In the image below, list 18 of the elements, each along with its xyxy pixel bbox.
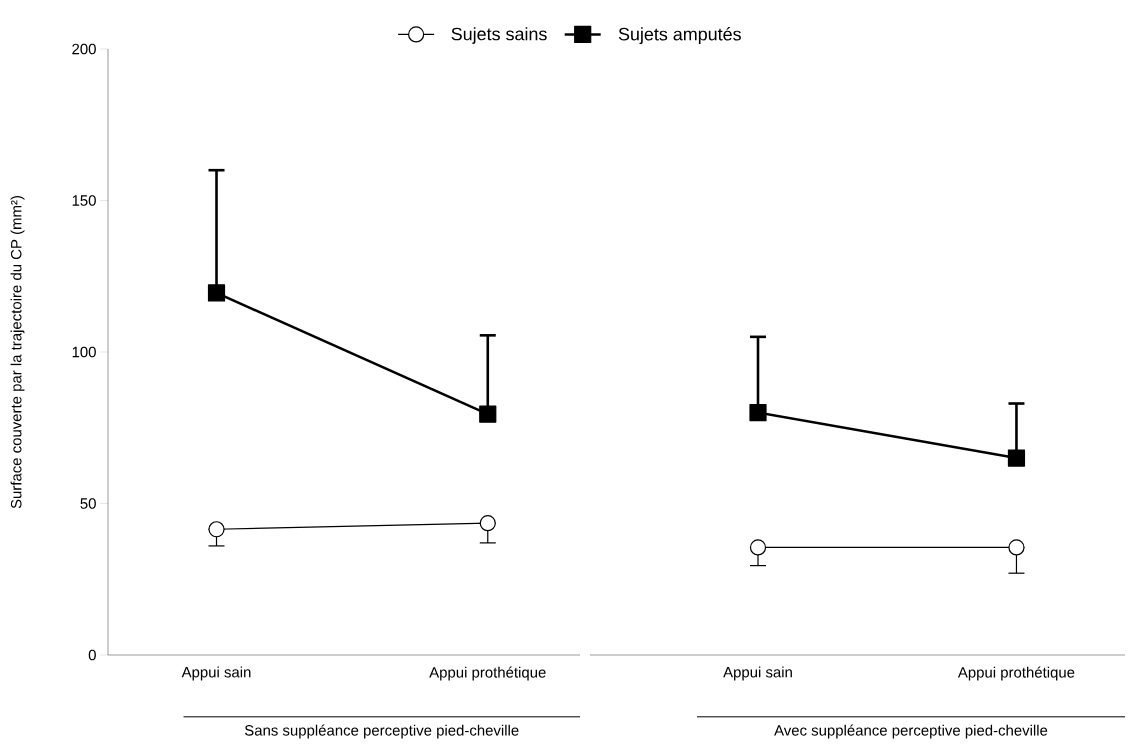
y-tick-label: 0	[88, 649, 96, 661]
point	[207, 284, 226, 302]
x-axis-title: Sans suppléance perceptive pied-cheville	[244, 724, 519, 739]
y-tick-label: 100	[72, 346, 96, 358]
y-tick-label: 50	[80, 498, 96, 509]
x-tick-label: Appui prothétique	[429, 666, 546, 681]
legend-label: Sujets sains	[451, 27, 547, 44]
x-tick-label: Appui sain	[723, 666, 792, 681]
x-tick-label: Appui sain	[181, 666, 251, 681]
y-tick-label: 150	[72, 195, 96, 206]
x-axis-title: Avec suppléance perceptive pied-cheville	[774, 724, 1048, 739]
point	[479, 515, 496, 532]
legend-label: Sujets amputés	[618, 27, 741, 44]
x-tick-label: Appui prothétique	[957, 666, 1075, 681]
point	[208, 521, 225, 538]
y-tick-label: 200	[72, 43, 96, 55]
point	[479, 405, 497, 423]
y-axis-title: Surface couverte par la trajectoire du CP (mm²)	[10, 196, 25, 509]
